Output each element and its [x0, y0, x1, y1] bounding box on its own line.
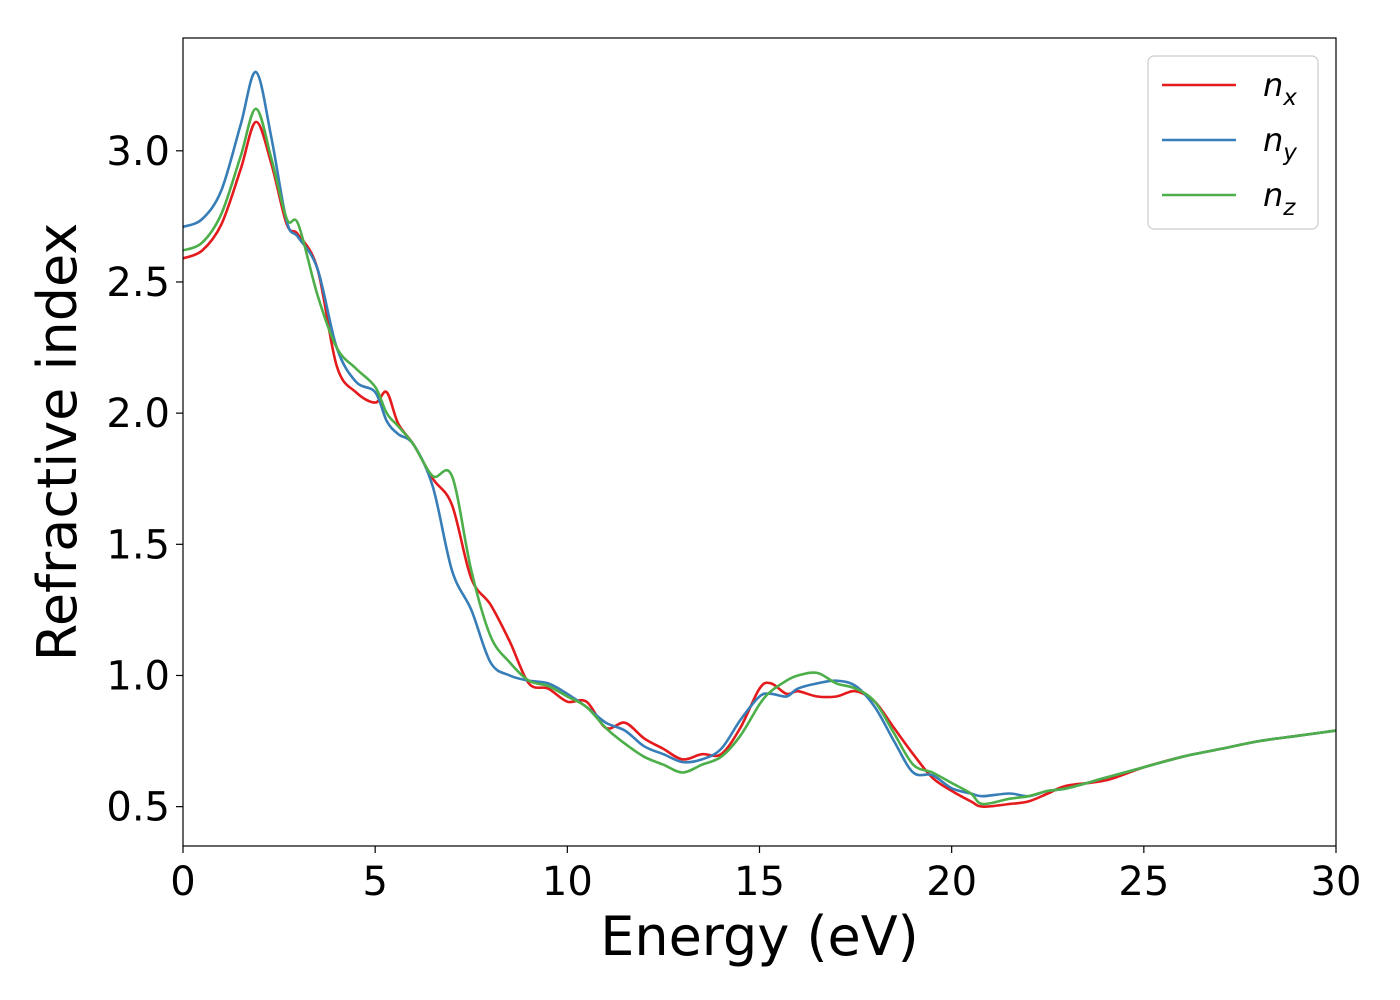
x-tick-label: 25 [1118, 859, 1169, 905]
series-line-n-z [183, 107, 1336, 806]
legend-box [1147, 55, 1319, 230]
y-tick-label: 2.0 [106, 391, 170, 437]
y-tick-label: 1.5 [106, 522, 170, 568]
x-tick-label: 10 [542, 859, 593, 905]
x-tick-label: 30 [1311, 859, 1362, 905]
x-tick-label: 20 [926, 859, 977, 905]
x-tick-label: 15 [734, 859, 785, 905]
y-axis-label: Refractive index [26, 223, 89, 662]
y-axis-ticks: 0.5 1.0 1.5 2.0 2.5 3.0 [106, 129, 183, 831]
y-tick-label: 2.5 [106, 260, 170, 306]
x-tick-label: 0 [170, 859, 195, 905]
y-tick-label: 3.0 [106, 129, 170, 175]
x-tick-label: 5 [362, 859, 387, 905]
y-tick-label: 0.5 [106, 785, 170, 831]
series-layer [183, 70, 1336, 808]
series-line-n-x [183, 120, 1336, 808]
y-tick-label: 1.0 [106, 653, 170, 699]
x-axis-ticks: 0 5 10 15 20 25 30 [170, 846, 1361, 905]
x-axis-label: Energy (eV) [600, 905, 919, 968]
